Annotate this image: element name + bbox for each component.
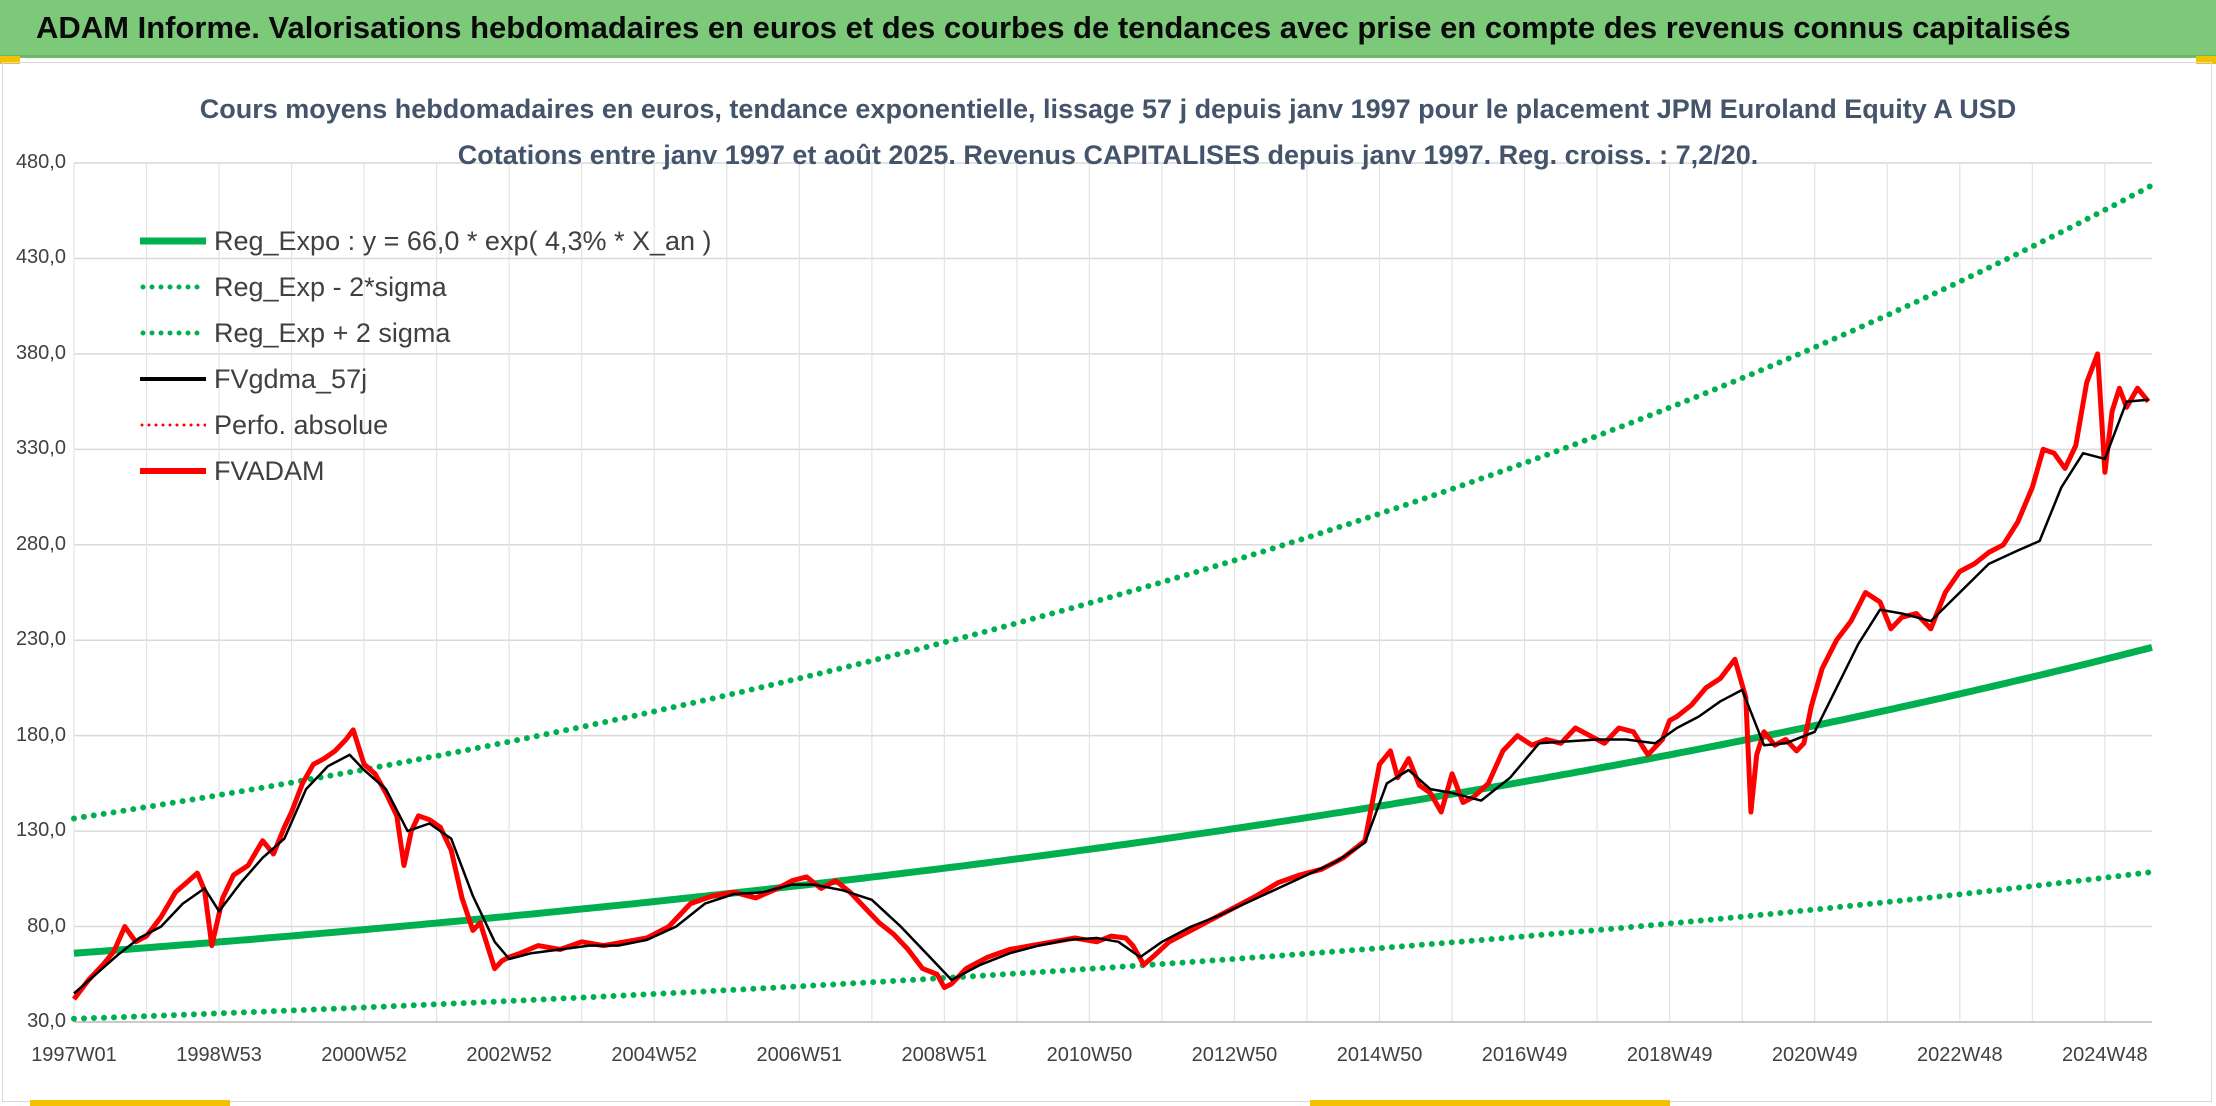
chart-title-line2: Cotations entre janv 1997 et août 2025. … [457,140,1759,170]
x-tick-label: 2024W48 [2062,1044,2148,1066]
legend-label-reg-plus: Reg_Exp + 2 sigma [214,317,451,348]
legend-swatch-fvadam [140,468,206,474]
report-banner: ADAM Informe. Valorisations hebdomadaire… [0,0,2216,58]
legend-swatch-reg-plus [140,330,206,336]
legend-item-reg-plus: Reg_Exp + 2 sigma [140,310,712,356]
legend-swatch-reg-minus [140,284,206,290]
legend-swatch-reg-expo [140,237,206,245]
legend-item-reg-expo: Reg_Expo : y = 66,0 * exp( 4,3% * X_an ) [140,218,712,264]
y-tick-label: 480,0 [15,151,66,173]
legend-item-fvadam: FVADAM [140,448,712,494]
x-tick-label: 2016W49 [1481,1044,1568,1066]
legend-item-reg-minus: Reg_Exp - 2*sigma [140,264,712,310]
y-tick-label: 380,0 [15,341,66,364]
series-reg-exp-minus-2sigma [71,869,2155,1022]
series-fvadam [72,351,2151,1001]
legend-label-reg-expo: Reg_Expo : y = 66,0 * exp( 4,3% * X_an ) [214,225,712,256]
chart-title-line1: Cours moyens hebdomadaires en euros, ten… [199,94,2017,124]
legend-label-reg-minus: Reg_Exp - 2*sigma [214,271,447,302]
series-reg-exp-plus-2sigma [71,182,2155,822]
x-tick-label: 1998W53 [176,1044,262,1066]
y-tick-label: 230,0 [15,628,66,651]
bottom-accent-right [1310,1100,1670,1106]
x-tick-label: 2004W52 [611,1044,698,1066]
chart-frame [2,62,2212,1102]
legend-swatch-fvgdma [140,377,206,381]
x-tick-label: 2002W52 [466,1044,552,1066]
y-tick-label: 130,0 [15,819,66,842]
x-tick-label: 2012W50 [1191,1044,1278,1066]
x-tick-label: 2022W48 [1916,1044,2003,1066]
x-tick-label: 1997W01 [31,1044,117,1066]
legend-swatch-perfo [140,423,206,427]
legend-label-fvadam: FVADAM [214,455,325,486]
legend-item-fvgdma: FVgdma_57j [140,356,712,402]
y-tick-label: 80,0 [27,914,66,937]
x-tick-label: 2018W49 [1626,1044,1713,1066]
x-tick-label: 2010W50 [1046,1044,1133,1066]
corner-accent-left [0,56,20,64]
y-tick-label: 180,0 [15,723,66,746]
legend-label-perfo: Perfo. absolue [214,409,389,440]
y-tick-label: 30,0 [27,1010,66,1032]
bottom-accent-left [30,1100,230,1106]
y-tick-label: 280,0 [15,532,66,555]
y-tick-label: 430,0 [15,246,66,269]
plot-lines [71,182,2155,1022]
corner-accent-right [2196,56,2216,64]
x-tick-label: 2020W49 [1771,1044,1858,1066]
legend-item-perfo: Perfo. absolue [140,402,712,448]
x-tick-label: 2014W50 [1336,1044,1423,1066]
legend-label-fvgdma: FVgdma_57j [214,363,368,394]
grid [73,162,2152,1023]
y-tick-label: 330,0 [15,437,66,460]
x-tick-label: 2000W52 [321,1044,407,1066]
report-title: ADAM Informe. Valorisations hebdomadaire… [36,10,2071,45]
x-tick-label: 2008W51 [901,1044,988,1066]
series-fvgdma-57j [73,398,2149,995]
x-tick-label: 2006W51 [756,1044,843,1066]
chart-legend: Reg_Expo : y = 66,0 * exp( 4,3% * X_an )… [140,218,712,494]
